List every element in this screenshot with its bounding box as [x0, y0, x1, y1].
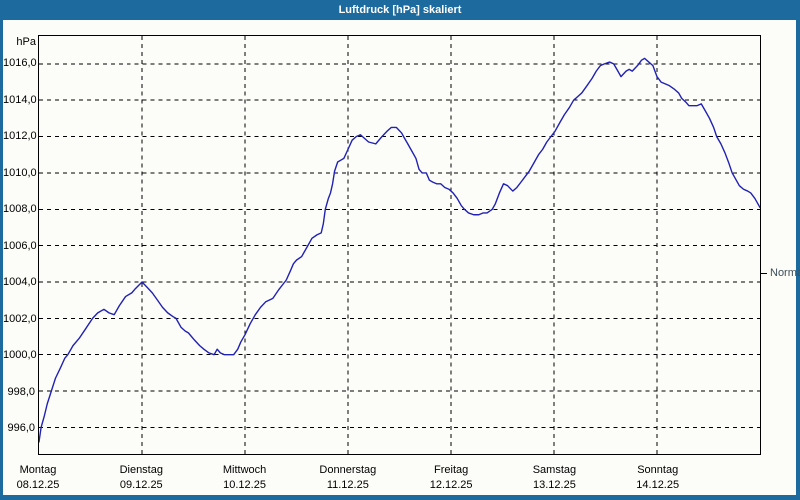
x-date-label: 12.12.25 [429, 479, 473, 491]
y-tick-label: 1000,0 [3, 349, 37, 362]
y-tick-label: 1006,0 [3, 239, 37, 252]
x-day-label: Montag [19, 464, 57, 476]
x-date-label: 09.12.25 [119, 479, 163, 491]
title-bar: Luftdruck [hPa] skaliert [0, 0, 800, 20]
chart-panel: hPa 1016,0 1014,0 1012,0 1010,0 1008,0 1006,0… [3, 20, 800, 495]
x-date-label: 14.12.25 [636, 479, 680, 491]
x-day-label: Sonntag [637, 464, 679, 476]
y-tick-label: 996,0 [7, 422, 35, 435]
normal-tick-mark [760, 273, 767, 275]
y-tick-label: 1012,0 [3, 130, 37, 143]
pressure-series-line [39, 57, 760, 443]
x-day-label: Samstag [532, 464, 577, 476]
y-tick-label: 1010,0 [3, 166, 37, 179]
y-axis-unit-label: hPa [16, 36, 36, 48]
x-day-label: Mittwoch [222, 464, 267, 476]
normal-label: Normal [770, 267, 800, 280]
window-title: Luftdruck [hPa] skaliert [338, 4, 462, 16]
x-date-label: 10.12.25 [223, 479, 266, 491]
x-date-label: 13.12.25 [533, 479, 576, 491]
y-tick-label: 1008,0 [3, 203, 37, 216]
y-tick-label: 1002,0 [3, 312, 37, 325]
x-date-label: 11.12.25 [326, 479, 369, 491]
y-tick-label: 1016,0 [3, 57, 37, 69]
y-tick-label: 1014,0 [3, 93, 37, 106]
x-day-label: Donnerstag [319, 464, 377, 476]
plot-area [38, 35, 761, 455]
x-date-label: 08.12.25 [16, 479, 60, 491]
pressure-line-chart [39, 36, 760, 454]
y-tick-label: 1004,0 [3, 276, 37, 289]
x-day-label: Dienstag [119, 464, 163, 476]
y-tick-label: 998,0 [7, 385, 35, 398]
x-day-label: Freitag [434, 464, 469, 476]
